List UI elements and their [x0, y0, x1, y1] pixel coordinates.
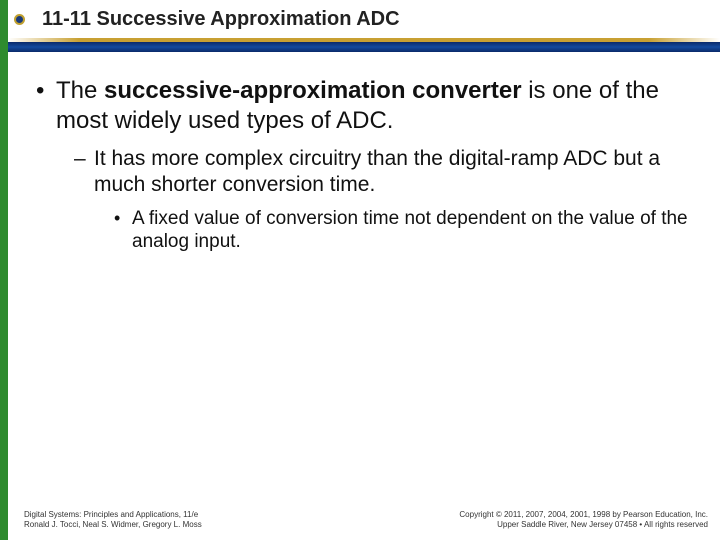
footer-right: Copyright © 2011, 2007, 2004, 2001, 1998… [459, 510, 708, 530]
slide: 11-11 Successive Approximation ADC The s… [0, 0, 720, 540]
divider-blue-band [8, 42, 720, 52]
footer-authors: Ronald J. Tocci, Neal S. Widmer, Gregory… [24, 520, 202, 530]
bullet-level-1: The successive-approximation converter i… [36, 76, 692, 136]
footer-address: Upper Saddle River, New Jersey 07458 • A… [459, 520, 708, 530]
accent-bullet-icon [14, 14, 25, 25]
slide-footer: Digital Systems: Principles and Applicat… [24, 510, 708, 530]
bullet1-prefix: The [56, 77, 104, 104]
slide-content: The successive-approximation converter i… [8, 58, 720, 254]
bullet1-bold: successive-approximation converter [104, 77, 522, 104]
footer-book-title: Digital Systems: Principles and Applicat… [24, 510, 202, 520]
title-divider [8, 38, 720, 52]
bullet-level-2: It has more complex circuitry than the d… [74, 146, 692, 199]
footer-left: Digital Systems: Principles and Applicat… [24, 510, 202, 530]
slide-header: 11-11 Successive Approximation ADC [8, 0, 720, 58]
bullet-level-3: A fixed value of conversion time not dep… [114, 207, 692, 255]
footer-copyright: Copyright © 2011, 2007, 2004, 2001, 1998… [459, 510, 708, 520]
slide-title: 11-11 Successive Approximation ADC [42, 8, 720, 31]
